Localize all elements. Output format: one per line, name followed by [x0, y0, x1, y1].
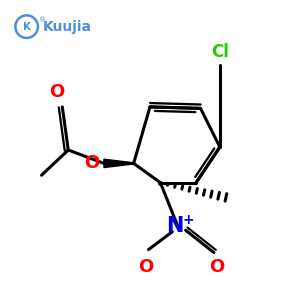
Text: N: N	[167, 216, 184, 236]
Text: O: O	[138, 259, 153, 277]
Text: +: +	[183, 213, 194, 227]
Polygon shape	[104, 159, 134, 167]
Text: Kuujia: Kuujia	[42, 20, 92, 34]
Text: O: O	[209, 259, 224, 277]
Text: O: O	[84, 154, 100, 172]
Text: ®: ®	[39, 17, 46, 23]
Text: O: O	[49, 83, 64, 101]
Text: K: K	[23, 22, 31, 32]
Text: Cl: Cl	[211, 43, 229, 61]
